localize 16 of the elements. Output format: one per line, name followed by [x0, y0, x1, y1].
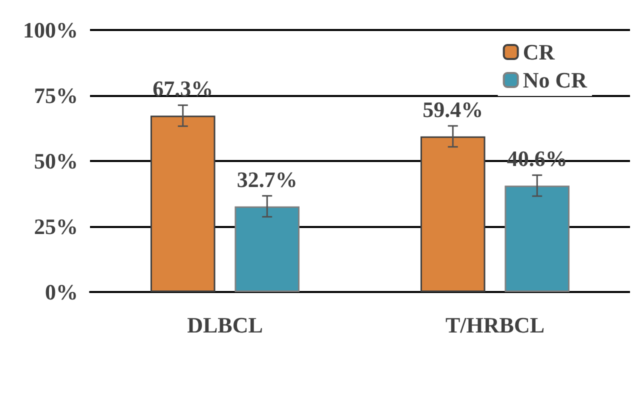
y-tick-label: 100% — [23, 18, 78, 42]
x-tick-label: T/HRBCL — [445, 312, 545, 338]
y-tick-label: 75% — [34, 83, 78, 108]
bar — [420, 136, 486, 292]
bar — [234, 206, 300, 292]
y-tick-label: 50% — [34, 148, 78, 174]
data-label: 67.3% — [152, 76, 214, 102]
y-tick-label: 0% — [45, 280, 78, 304]
legend-label: No CR — [522, 68, 588, 92]
data-label: 59.4% — [422, 96, 484, 122]
bar — [150, 116, 216, 292]
bar — [504, 186, 570, 292]
y-tick-label: 25% — [34, 214, 78, 239]
data-label: 32.7% — [236, 166, 298, 192]
legend-label: CR — [522, 40, 556, 64]
x-tick-label: DLBCL — [187, 312, 263, 338]
